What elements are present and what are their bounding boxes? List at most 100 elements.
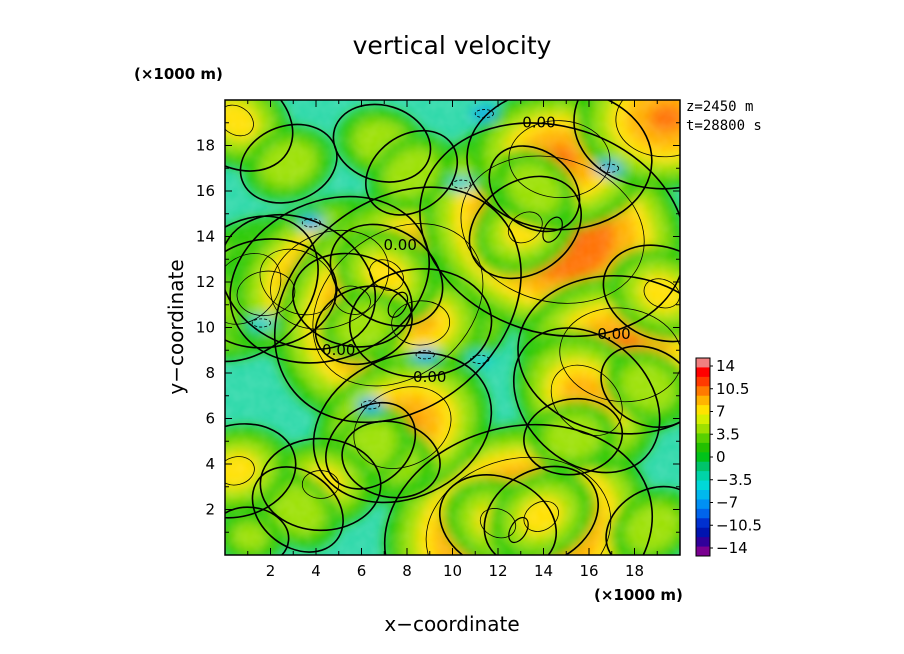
colorbar-swatch	[696, 452, 710, 463]
contour-zero	[341, 420, 441, 499]
contour-zero	[225, 213, 377, 351]
x-tick-label: 14	[534, 562, 553, 580]
colorbar-swatch	[696, 490, 710, 500]
contour-high	[387, 291, 409, 318]
colorbar-swatch	[696, 405, 710, 416]
contour-negative	[451, 179, 472, 189]
chart-title: vertical velocity	[353, 31, 552, 60]
contour-zero	[605, 485, 680, 555]
y-tick-label: 4	[205, 455, 215, 473]
colorbar-swatch	[696, 433, 710, 444]
y-unit-label: (×1000 m)	[134, 65, 223, 83]
colorbar-swatch	[696, 395, 710, 406]
contour-lines	[225, 100, 680, 555]
contour-zero	[225, 506, 290, 555]
info-box: z=2450 m t=28800 s	[686, 99, 762, 134]
contour-negative	[470, 354, 490, 364]
x-tick-label: 12	[488, 562, 507, 580]
colorbar-swatch	[696, 358, 710, 368]
colorbar-swatch	[696, 508, 710, 519]
y-axis-label: y−coordinate	[164, 259, 188, 394]
contour-zero	[573, 100, 680, 190]
contour-zero	[523, 397, 624, 476]
colorbar-label: 14	[716, 357, 735, 375]
contour-zero	[251, 466, 344, 553]
colorbar-swatch	[696, 376, 710, 387]
contour-zero	[348, 268, 493, 378]
contour-positive	[236, 270, 296, 317]
x-tick-label: 18	[625, 562, 644, 580]
contour-zero	[383, 423, 654, 555]
contour-positive	[460, 155, 645, 304]
x-tick-labels: 2 4 6 8 10 12 14 16 18	[266, 562, 644, 580]
contour-positive	[301, 470, 340, 499]
contour-positive	[225, 104, 254, 137]
contour-label: 0.00	[383, 236, 416, 254]
y-tick-labels: 2 4 6 8 10 12 14 16 18	[196, 137, 215, 519]
colorbar-swatch	[696, 546, 710, 557]
colorbar-swatch	[696, 442, 710, 453]
contour-positive	[523, 500, 559, 532]
colorbar-swatch	[696, 471, 710, 482]
contour-label: 0.00	[322, 341, 355, 359]
contour-zero	[259, 437, 382, 532]
colorbar-swatch	[696, 367, 710, 378]
contour-zero	[273, 186, 522, 424]
contour-positive	[508, 120, 611, 199]
y-tick-label: 18	[196, 137, 215, 155]
contour-zero	[438, 474, 558, 555]
colorbar-label: 0	[716, 448, 726, 466]
colorbar-swatch	[696, 499, 710, 510]
colorbar-swatch	[696, 461, 710, 472]
contour-zero	[600, 345, 680, 429]
plot-area: 0.00 0.00 0.00 0.00 0.00	[225, 100, 680, 555]
contour-zero	[488, 145, 581, 233]
contour-zero	[419, 122, 680, 338]
contour-positive	[225, 456, 255, 486]
contour-zero	[468, 175, 582, 280]
y-tick-label: 14	[196, 228, 215, 246]
contour-zero	[312, 351, 493, 504]
contour-positive	[425, 456, 612, 555]
contour-zero	[512, 327, 661, 474]
x-tick-label: 10	[443, 562, 462, 580]
contour-negative	[251, 318, 272, 328]
info-line-t: t=28800 s	[686, 118, 762, 134]
contour-label: 0.00	[413, 368, 446, 386]
contour-positive	[615, 100, 680, 158]
x-tick-label: 8	[402, 562, 412, 580]
colorbar-swatch	[696, 424, 710, 434]
contour-zero	[325, 401, 417, 490]
colorbar-swatch	[696, 386, 710, 397]
y-tick-label: 10	[196, 319, 215, 337]
contour-zero	[329, 223, 444, 327]
colorbar-label: −10.5	[716, 516, 762, 534]
x-tick-label: 4	[311, 562, 321, 580]
x-unit-label: (×1000 m)	[594, 586, 683, 604]
contour-positive	[550, 364, 623, 436]
contour-zero	[225, 215, 319, 363]
contour-zero	[332, 103, 432, 183]
contour-labels: 0.00 0.00 0.00 0.00 0.00	[322, 113, 631, 386]
colorbar-swatch	[696, 518, 710, 529]
contour-positive	[391, 300, 451, 346]
colorbar-swatch	[696, 537, 710, 548]
contour-negative	[360, 400, 381, 410]
contour-zero	[483, 465, 599, 555]
x-tick-label: 2	[266, 562, 276, 580]
contour-negative	[599, 163, 620, 173]
contour-zero	[365, 129, 459, 216]
contour-positive	[225, 253, 282, 325]
colorbar-label: −3.5	[716, 471, 752, 489]
colorbar-label: 7	[716, 403, 726, 421]
contour-positive	[643, 278, 680, 309]
x-axis-label: x−coordinate	[384, 612, 519, 636]
colorbar-label: −7	[716, 494, 738, 512]
contour-positive	[333, 285, 371, 315]
contour-zero	[517, 274, 680, 435]
contour-positive	[353, 386, 452, 469]
contour-zero	[225, 423, 297, 519]
colorbar: 14 10.5 7 3.5 0 −3.5 −7 −10.5 −14	[695, 357, 762, 557]
contour-negative	[474, 109, 494, 119]
